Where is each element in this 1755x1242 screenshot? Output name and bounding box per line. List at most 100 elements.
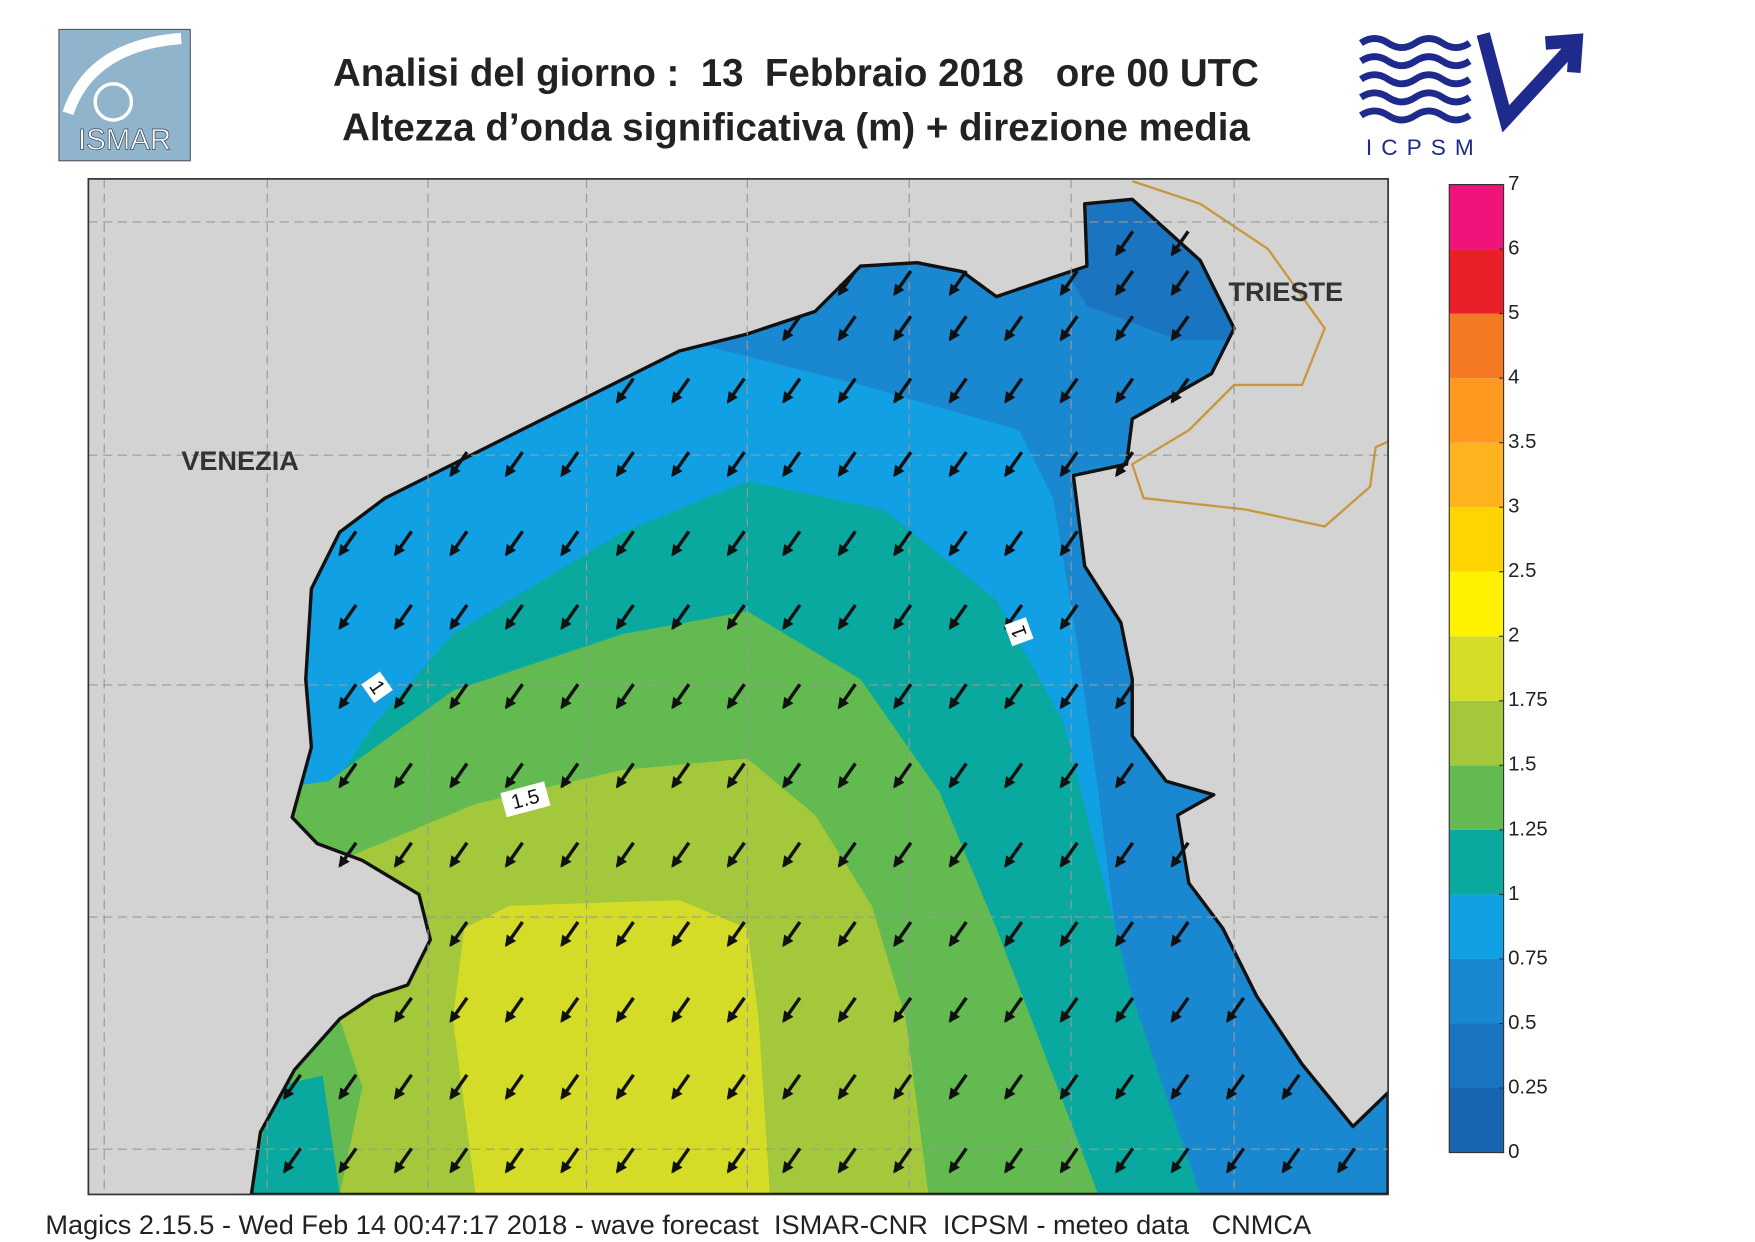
arrow [1170,1073,1190,1100]
arrow [338,1073,358,1100]
arrow-head [560,855,572,868]
arrow-head [1115,696,1127,710]
arrow [782,762,802,789]
arrow-head [504,855,517,868]
arrow [1059,996,1079,1023]
arrow [837,1073,857,1100]
arrow [449,530,469,557]
arrow-head [893,328,905,342]
arrow-head [1170,1160,1182,1174]
arrow-head [726,1160,739,1174]
icpsm-logo: ICPSM [1359,32,1584,160]
arrow [782,315,802,342]
colorbar-swatch [1449,507,1504,572]
arrow-head [837,1010,849,1023]
arrow-head [1226,1160,1238,1174]
arrow [893,451,913,478]
arrow [837,315,857,342]
arrow-head [1115,243,1127,257]
arrow-head [671,1087,683,1100]
colorbar-swatch [1449,571,1504,637]
arrow-head [893,1087,905,1100]
arrow-head [782,464,794,478]
arrow [948,451,968,478]
arrow [726,683,746,710]
arrow [1170,1147,1190,1174]
arrow-head [1115,1010,1127,1023]
colorbar-swatch [1449,378,1504,443]
arrow [837,604,857,631]
arrow [1059,604,1079,631]
arrow-head [948,1010,960,1023]
arrow-head [449,1087,461,1100]
arrow-head [560,934,572,948]
arrow [1059,683,1079,710]
arrow-head [1059,1010,1071,1023]
arrow-head [560,1010,572,1023]
arrow [560,604,580,631]
arrow-head [782,391,794,404]
arrow-head [1004,855,1016,868]
arrow [615,683,635,710]
arrow [1226,1147,1246,1174]
arrow-head [1170,243,1182,257]
arrow [726,996,746,1023]
arrow-head [449,543,461,557]
arrow-head [1004,1010,1016,1023]
arrow-head [504,617,517,631]
arrow [893,1147,913,1174]
arrow [282,1147,302,1174]
colorbar-tick-label: 1 [1508,883,1519,905]
arrow-head [948,617,960,631]
arrow-head [726,617,739,631]
arrow-head [948,696,960,710]
arrow-head [560,543,572,557]
arrow-head [893,464,905,478]
label-bg [1004,617,1034,647]
colorbar-swatch [1449,442,1504,508]
arrow [782,1147,802,1174]
arrow-head [560,1087,572,1100]
arrow-head [837,855,849,868]
arrow [1115,377,1135,404]
colorbar-swatch [1449,829,1504,895]
arrow-head [671,696,683,710]
arrow-head [1170,328,1182,342]
arrow-head [893,391,905,404]
arrow-head [726,776,739,789]
arrow [504,1073,524,1100]
arrow-head [615,1010,628,1023]
arrow [615,762,635,789]
colorbar-tick-label: 1.5 [1508,754,1536,776]
arrow [671,841,691,868]
arrow-head [560,617,572,631]
arrow-head [504,934,517,948]
arrow-head [726,1087,739,1100]
arrow [1115,683,1135,710]
arrow [837,270,857,297]
arrow [1226,1073,1246,1100]
arrow [671,921,691,948]
arrow-head [782,1087,794,1100]
arrow [1004,1147,1024,1174]
colorbar-swatch [1449,894,1504,959]
arrow [948,1073,968,1100]
arrow-head [394,1010,406,1023]
colorbar-tick-label: 5 [1508,302,1519,324]
arrow [1115,996,1135,1023]
arrow-head [782,855,794,868]
arrow [948,530,968,557]
arrow [504,841,524,868]
arrow-head [782,696,794,710]
arrow [893,1073,913,1100]
arrow [1281,1147,1301,1174]
arrow-head [615,617,628,631]
arrow [393,530,413,557]
arrow-head [394,1087,406,1100]
arrow-head [449,776,461,789]
arrow [837,377,857,404]
arrow-head [1281,1087,1293,1100]
arrow [615,451,635,478]
arrow-head [1059,391,1071,404]
arrow [504,604,524,631]
